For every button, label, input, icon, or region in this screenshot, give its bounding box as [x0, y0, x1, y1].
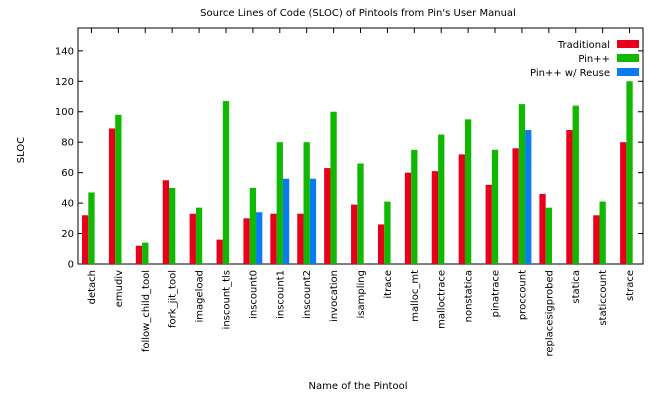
bar-traditional [351, 204, 358, 264]
x-tick-label: proccount [517, 270, 528, 320]
bar-traditional [108, 128, 116, 264]
bar-traditional [135, 245, 143, 264]
bar-pin- [249, 187, 257, 264]
bar-traditional [377, 224, 385, 264]
bar-pin- [626, 81, 633, 265]
bar-pin- [222, 101, 230, 265]
bar-pin-w-reuse [282, 178, 290, 264]
bar-traditional [620, 142, 627, 264]
y-tick-label: 0 [68, 260, 74, 271]
bar-pin- [303, 142, 310, 264]
bar-pin- [142, 242, 149, 264]
x-tick-label: inscount2 [302, 270, 313, 319]
x-tick-label: strace [625, 270, 636, 301]
bar-pin- [438, 134, 445, 264]
y-tick-label: 120 [55, 77, 74, 88]
bar-traditional [189, 213, 196, 264]
x-tick-label: itrace [383, 270, 394, 299]
y-tick-label: 140 [55, 46, 74, 57]
bar-pin-w-reuse [256, 212, 263, 264]
chart-title: Source Lines of Code (SLOC) of Pintools … [200, 8, 516, 19]
bar-pin- [195, 207, 203, 264]
bar-pin- [330, 111, 337, 264]
bar-traditional [216, 239, 223, 264]
y-tick-label: 20 [61, 229, 74, 240]
x-tick-label: malloctrace [437, 270, 448, 329]
bar-traditional [404, 172, 412, 264]
bar-traditional [82, 215, 89, 264]
bar-traditional [243, 218, 250, 264]
bar-traditional [458, 154, 465, 264]
bar-pin- [545, 207, 552, 264]
x-tick-label: replacesigprobed [544, 270, 555, 357]
y-tick-label: 60 [61, 168, 74, 179]
bar-traditional [539, 193, 546, 264]
x-tick-label: staticcount [598, 270, 609, 326]
bar-pin- [88, 192, 95, 264]
x-axis-label: Name of the Pintool [309, 381, 408, 392]
bar-pin- [411, 149, 418, 264]
x-tick-label: inscount1 [275, 270, 286, 319]
bar-traditional [324, 168, 331, 264]
y-tick-label: 40 [61, 199, 74, 210]
bar-traditional [485, 184, 492, 264]
x-tick-label: detach [87, 270, 98, 304]
x-tick-label: nonstatica [464, 270, 475, 322]
bar-pin- [464, 119, 472, 265]
bar-traditional [270, 213, 277, 264]
bar-pin- [572, 105, 579, 264]
plot-area: 0 20 40 60 80 100 120 140 detach emudiv follow_chi… [55, 27, 644, 357]
legend-label: Pin++ w/ Reuse [530, 68, 610, 79]
bar-pin- [599, 201, 606, 264]
x-tick-label: fork_jit_tool [168, 270, 179, 328]
x-tick-label: inscount0 [248, 270, 259, 319]
x-tick-label: isampling [356, 270, 367, 318]
bar-traditional [512, 148, 519, 264]
bar-pin- [357, 163, 364, 264]
x-tick-label: malloc_mt [410, 270, 421, 322]
y-tick-label: 100 [55, 107, 74, 118]
legend-label: Traditional [557, 40, 610, 51]
legend-label: Pin++ [578, 54, 610, 65]
legend-swatch [617, 68, 639, 76]
bar-traditional [593, 215, 600, 264]
bar-pin-w-reuse [525, 130, 532, 264]
x-tick-label: emudiv [114, 270, 125, 307]
y-tick-label: 80 [61, 138, 74, 149]
bar-pin- [276, 142, 283, 264]
y-axis-label: SLOC [16, 137, 27, 163]
bar-pin- [169, 187, 176, 264]
legend-swatch [617, 40, 639, 48]
x-tick-label: pinatrace [491, 270, 502, 317]
bar-pin-w-reuse [309, 178, 317, 264]
bar-traditional [566, 130, 573, 264]
x-tick-label: statica [571, 270, 582, 304]
x-tick-label: imageload [195, 270, 206, 323]
x-tick-label: inscount_tls [221, 270, 232, 329]
bar-traditional [297, 213, 304, 264]
x-tick-label: follow_child_tool [141, 270, 152, 352]
bar-pin- [384, 201, 391, 264]
bar-pin- [491, 149, 499, 264]
bar-traditional [431, 171, 439, 264]
x-tick-label: invocation [329, 270, 340, 322]
bar-pin- [115, 114, 122, 264]
bar-traditional [162, 180, 170, 264]
bar-pin- [518, 104, 526, 265]
legend-swatch [617, 54, 639, 62]
